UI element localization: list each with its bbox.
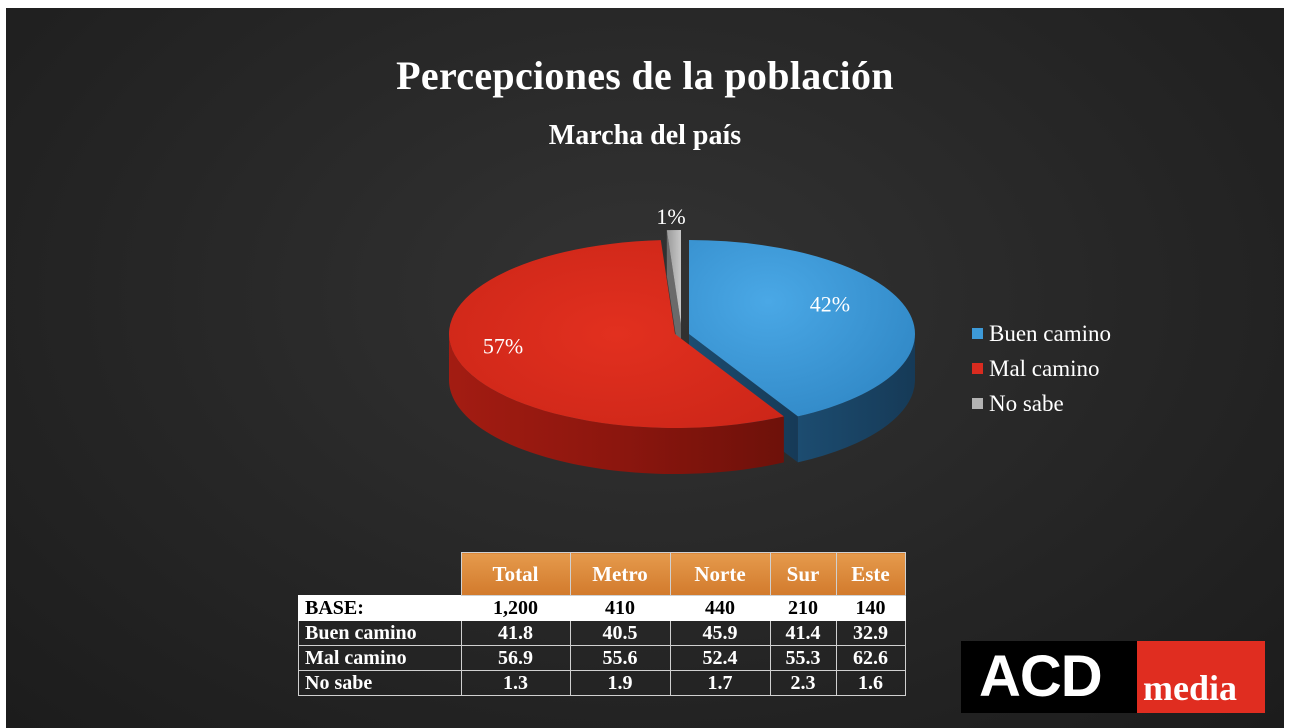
table-row: No sabe 1.3 1.9 1.7 2.3 1.6 xyxy=(298,670,906,696)
legend-swatch-buen-camino xyxy=(972,328,983,339)
table-cell: 1,200 xyxy=(460,595,571,621)
table-row: BASE: 1,200 410 440 210 140 xyxy=(298,595,906,621)
table-cell: 410 xyxy=(569,595,671,621)
legend-item-mal-camino: Mal camino xyxy=(972,351,1111,386)
pie-label-mal-camino: 57% xyxy=(483,334,523,359)
logo-accent-text: media xyxy=(1143,668,1237,708)
table-cell: 1.3 xyxy=(460,670,571,696)
pie-label-no-sabe: 1% xyxy=(656,204,685,229)
legend: Buen camino Mal camino No sabe xyxy=(972,316,1111,421)
legend-label-no-sabe: No sabe xyxy=(989,390,1064,416)
pie-wall-no-sabe xyxy=(666,230,681,370)
table-cell: 32.9 xyxy=(835,620,906,646)
table-cell: 56.9 xyxy=(460,645,571,671)
table-cell: 55.3 xyxy=(769,645,837,671)
table-cell: 440 xyxy=(669,595,771,621)
table-cell: 2.3 xyxy=(769,670,837,696)
pie-label-buen-camino: 42% xyxy=(810,291,850,316)
table-header-total: Total xyxy=(460,552,571,596)
table-header-este: Este xyxy=(835,552,906,596)
table-cell: 1.7 xyxy=(669,670,771,696)
pie-chart: 42% 57% 1% xyxy=(449,204,916,475)
table-row-label: Mal camino xyxy=(298,645,462,671)
pie-slice-buen-camino xyxy=(689,240,916,417)
chart-subtitle: Marcha del país xyxy=(548,120,742,151)
table-cell: 140 xyxy=(835,595,906,621)
logo-accent-box: media xyxy=(1137,641,1265,713)
table-cell: 52.4 xyxy=(669,645,771,671)
table-cell: 55.6 xyxy=(569,645,671,671)
table-row: Mal camino 56.9 55.6 52.4 55.3 62.6 xyxy=(298,645,906,671)
table-row: Buen camino 41.8 40.5 45.9 41.4 32.9 xyxy=(298,620,906,646)
legend-swatch-no-sabe xyxy=(972,398,983,409)
table-cell: 41.4 xyxy=(769,620,837,646)
data-table: Total Metro Norte Sur Este BASE: 1,200 4… xyxy=(298,552,906,696)
table-cell: 45.9 xyxy=(669,620,771,646)
table-row-label: No sabe xyxy=(298,670,462,696)
table-cell: 62.6 xyxy=(835,645,906,671)
chart-title: Percepciones de la población xyxy=(396,53,894,98)
table-row-label: Buen camino xyxy=(298,620,462,646)
table-cell: 1.9 xyxy=(569,670,671,696)
table-header-sur: Sur xyxy=(769,552,837,596)
table-header-metro: Metro xyxy=(569,552,671,596)
table-header-norte: Norte xyxy=(669,552,771,596)
table-cell: 40.5 xyxy=(569,620,671,646)
pie-side-mal-camino xyxy=(449,334,784,475)
table-header-blank xyxy=(299,553,462,596)
table-row-label: BASE: xyxy=(298,595,462,621)
table-cell: 210 xyxy=(769,595,837,621)
table-cell: 1.6 xyxy=(835,670,906,696)
table-header-row: Total Metro Norte Sur Este xyxy=(299,552,906,596)
logo-main-text: ACD xyxy=(979,644,1103,709)
pie-side-buen-camino xyxy=(797,334,915,463)
pie-slice-no-sabe xyxy=(666,230,681,324)
pie-slice-mal-camino xyxy=(449,240,784,428)
legend-label-mal-camino: Mal camino xyxy=(989,355,1100,381)
legend-item-buen-camino: Buen camino xyxy=(972,316,1111,351)
legend-label-buen-camino: Buen camino xyxy=(989,320,1111,346)
acd-media-logo: ACD media xyxy=(961,641,1265,713)
legend-item-no-sabe: No sabe xyxy=(972,386,1111,421)
slide: Percepciones de la población Marcha del … xyxy=(6,8,1284,728)
legend-swatch-mal-camino xyxy=(972,363,983,374)
table-cell: 41.8 xyxy=(460,620,571,646)
